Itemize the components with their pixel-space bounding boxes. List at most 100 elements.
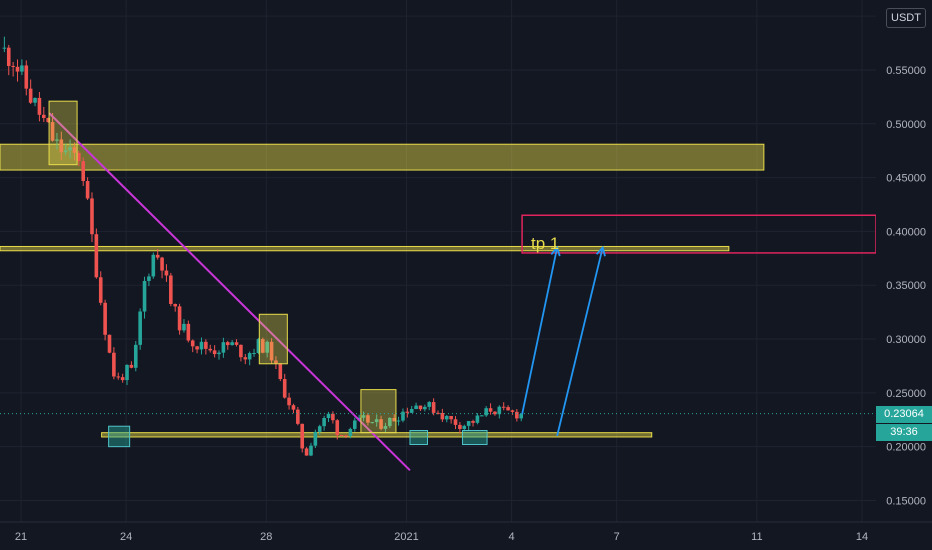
candle-up — [199, 341, 204, 350]
candle-up — [252, 353, 256, 355]
candle-up — [217, 352, 221, 355]
candle-up — [309, 445, 313, 456]
candle-up — [484, 408, 488, 416]
candle-down — [287, 397, 291, 406]
candle-up — [352, 420, 357, 429]
candle-down — [506, 407, 510, 411]
candle-down — [169, 275, 173, 304]
projection-arrow-2[interactable] — [556, 247, 604, 437]
candle-up — [475, 415, 480, 423]
candle-up — [326, 413, 331, 419]
resistance-line-040[interactable] — [0, 245, 730, 252]
candle-up — [444, 415, 449, 420]
time-tick-label: 28 — [260, 531, 272, 543]
candle-up — [462, 425, 467, 430]
candle-down — [15, 66, 20, 72]
price-axis[interactable]: 0.600000.550000.500000.450000.400000.350… — [876, 0, 932, 550]
candle-down — [155, 254, 160, 258]
box-6[interactable] — [462, 430, 488, 446]
candle-up — [20, 65, 24, 72]
box-2[interactable] — [258, 313, 288, 365]
candle-up — [370, 422, 375, 424]
candle-up — [63, 150, 68, 153]
candle-up — [466, 421, 471, 426]
projection-arrow-1[interactable] — [521, 247, 559, 415]
candle-down — [453, 419, 458, 425]
candle-down — [94, 234, 99, 278]
candle-up — [383, 425, 388, 429]
candle-down — [90, 198, 94, 235]
candle-down — [204, 341, 208, 349]
box-1[interactable] — [48, 100, 78, 166]
time-tick-label: 2021 — [394, 531, 418, 543]
box-5[interactable] — [409, 430, 428, 446]
countdown-tag: 39:36 — [876, 423, 932, 441]
candle-down — [11, 65, 15, 67]
box-4[interactable] — [108, 425, 131, 448]
candle-down — [103, 302, 107, 335]
candle-down — [405, 411, 410, 413]
trendline[interactable] — [48, 112, 411, 472]
price-tick-label: 0.30000 — [886, 334, 926, 346]
candle-down — [6, 47, 11, 66]
candle-down — [208, 348, 213, 351]
candle-down — [239, 344, 243, 358]
candle-up — [265, 341, 269, 353]
candle-down — [418, 405, 423, 410]
candle-up — [133, 344, 138, 368]
drawings[interactable] — [0, 100, 877, 472]
price-tick-label: 0.15000 — [886, 495, 926, 507]
candle-down — [510, 410, 515, 412]
candle-up — [68, 147, 72, 151]
candle-up — [401, 411, 405, 421]
candle-down — [269, 341, 274, 361]
candle-up — [125, 364, 129, 381]
candle-up — [427, 402, 432, 407]
candle-up — [348, 428, 353, 436]
candle-down — [190, 340, 195, 347]
candle-down — [37, 97, 42, 115]
time-axis[interactable]: 21 24 28 2021 4 7 11 14 — [0, 521, 932, 543]
candle-up — [2, 47, 7, 49]
candle-down — [77, 152, 81, 162]
candle-down — [344, 435, 348, 437]
tp-label: tp 1 — [531, 234, 560, 253]
price-tick-label: 0.20000 — [886, 442, 926, 454]
candle-down — [243, 357, 248, 360]
candle-down — [59, 139, 64, 153]
candle-down — [212, 350, 217, 355]
candle-down — [335, 420, 340, 435]
price-tick-label: 0.50000 — [886, 119, 926, 131]
candle-down — [160, 257, 164, 271]
candle-up — [33, 97, 37, 103]
projection-arrowhead-2 — [595, 245, 606, 257]
candle-down — [366, 415, 370, 423]
resistance-zone-upper[interactable] — [0, 143, 765, 171]
currency-badge[interactable]: USDT — [886, 8, 926, 28]
candle-up — [519, 414, 524, 419]
candle-up — [396, 420, 401, 422]
candle-down — [50, 122, 55, 141]
candle-up — [151, 254, 156, 277]
candle-up — [313, 431, 318, 446]
price-axis-background — [876, 0, 932, 550]
candle-down — [81, 161, 86, 182]
candle-down — [85, 181, 90, 199]
candle-up — [374, 419, 379, 423]
box-3[interactable] — [360, 389, 397, 434]
candle-down — [291, 405, 296, 410]
candles — [2, 36, 524, 457]
candle-down — [72, 147, 77, 153]
projection-arrowhead-1 — [550, 245, 561, 257]
candle-down — [440, 412, 445, 420]
candle-up — [480, 415, 484, 417]
candle-down — [46, 118, 50, 123]
candle-down — [339, 434, 344, 436]
candle-down — [24, 65, 29, 89]
candle-down — [164, 270, 169, 276]
candle-down — [379, 419, 383, 429]
candle-down — [392, 417, 396, 422]
time-tick-label: 11 — [751, 531, 762, 543]
candle-down — [186, 323, 191, 341]
